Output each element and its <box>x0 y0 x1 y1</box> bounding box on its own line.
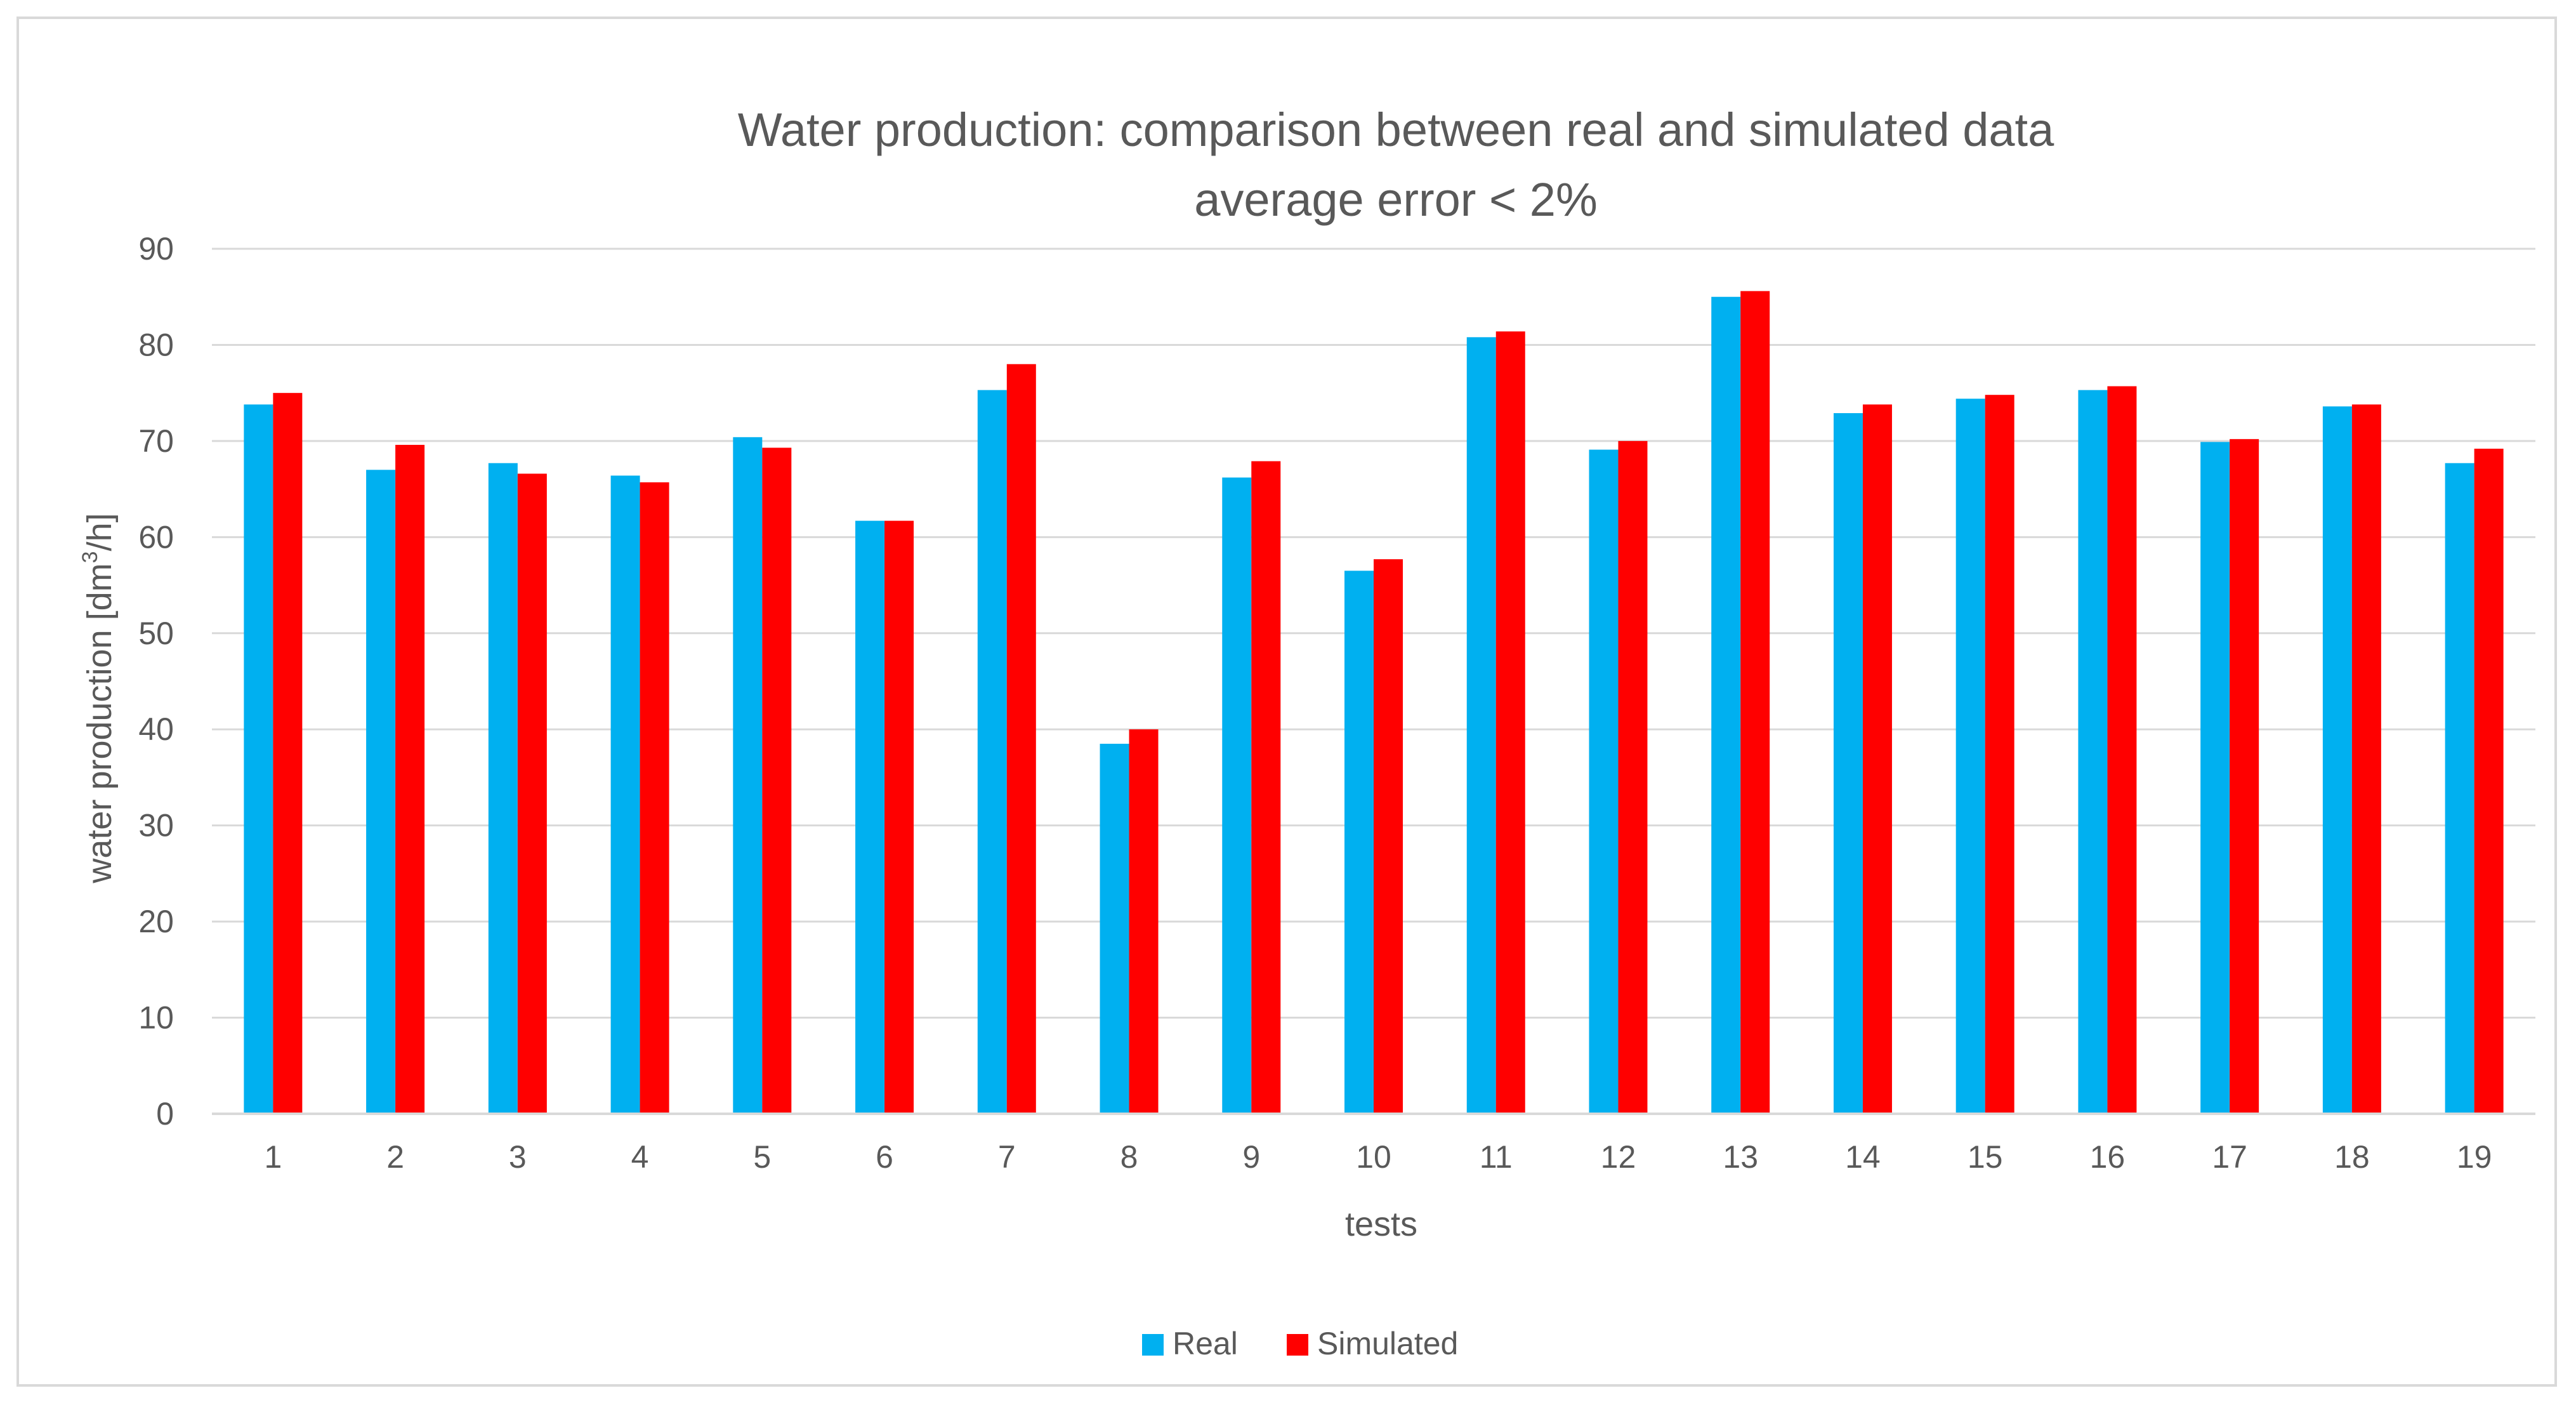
y-tick-label: 50 <box>138 616 174 651</box>
y-tick-label: 40 <box>138 711 174 747</box>
y-tick-label: 30 <box>138 808 174 843</box>
bar-simulated-test-4 <box>640 482 669 1114</box>
x-tick-label: 17 <box>2212 1139 2247 1175</box>
bar-simulated-test-9 <box>1251 461 1281 1114</box>
bar-simulated-test-18 <box>2351 404 2381 1114</box>
bar-simulated-test-3 <box>517 473 547 1114</box>
bar-simulated-test-11 <box>1495 331 1525 1114</box>
chart-subtitle: average error < 2% <box>1194 173 1598 226</box>
x-tick-label: 9 <box>1242 1139 1260 1175</box>
x-axis-title: tests <box>1345 1205 1417 1243</box>
bar-real-test-16 <box>2078 390 2108 1114</box>
bar-simulated-test-6 <box>884 520 914 1114</box>
bar-real-test-18 <box>2322 406 2352 1114</box>
y-tick-label: 90 <box>138 231 174 267</box>
bar-real-test-3 <box>488 463 518 1114</box>
legend-label-simulated: Simulated <box>1317 1326 1458 1361</box>
bar-real-test-11 <box>1466 337 1496 1114</box>
y-axis-title-suffix: /h] <box>81 513 119 551</box>
bar-simulated-test-1 <box>273 393 303 1114</box>
y-tick-label: 80 <box>138 327 174 362</box>
x-tick-label: 6 <box>876 1139 893 1175</box>
bar-simulated-test-2 <box>395 444 425 1114</box>
x-tick-label: 8 <box>1120 1139 1138 1175</box>
x-tick-label: 2 <box>386 1139 404 1175</box>
y-axis-title-main: water production [dm <box>81 563 119 883</box>
bar-real-test-2 <box>366 470 396 1114</box>
x-tick-label: 18 <box>2334 1139 2370 1175</box>
x-tick-label: 12 <box>1601 1139 1636 1175</box>
bar-simulated-test-8 <box>1129 729 1159 1114</box>
y-axis-title-superscript: 3 <box>78 551 102 563</box>
legend-label-real: Real <box>1173 1326 1238 1361</box>
chart-frame: 0 10 20 30 40 50 60 70 80 90 1 2 3 4 5 6 7 8 9 10 11 12 13 14 15… <box>16 17 2557 1387</box>
legend: Real Simulated <box>1142 1326 1458 1361</box>
bar-simulated-test-16 <box>2107 386 2137 1114</box>
x-tick-label: 7 <box>998 1139 1016 1175</box>
x-tick-label: 1 <box>264 1139 282 1175</box>
y-tick-label: 20 <box>138 904 174 939</box>
bar-simulated-test-12 <box>1618 440 1648 1114</box>
legend-swatch-simulated <box>1287 1334 1308 1356</box>
bar-simulated-test-7 <box>1006 364 1036 1114</box>
legend-swatch-real <box>1142 1334 1164 1356</box>
bar-real-test-9 <box>1222 477 1252 1114</box>
x-tick-label: 4 <box>631 1139 649 1175</box>
x-tick-label: 13 <box>1723 1139 1758 1175</box>
bar-real-test-1 <box>244 404 273 1114</box>
x-tick-label: 5 <box>753 1139 771 1175</box>
bar-simulated-test-15 <box>1985 395 2014 1114</box>
y-axis-title: water production [dm3/h] <box>78 513 119 883</box>
bar-simulated-test-14 <box>1862 404 1892 1114</box>
x-tick-label: 19 <box>2457 1139 2492 1175</box>
bar-real-test-4 <box>610 475 640 1114</box>
bar-real-test-14 <box>1833 413 1863 1114</box>
y-tick-label: 0 <box>156 1096 174 1132</box>
x-tick-label: 11 <box>1480 1139 1513 1175</box>
x-tick-label: 16 <box>2090 1139 2126 1175</box>
bar-real-test-19 <box>2445 463 2474 1114</box>
bar-real-test-7 <box>977 390 1007 1114</box>
bar-simulated-test-19 <box>2474 449 2504 1114</box>
bar-simulated-test-10 <box>1374 559 1403 1114</box>
bar-real-test-10 <box>1344 571 1374 1114</box>
bar-real-test-5 <box>733 437 763 1114</box>
bar-real-test-6 <box>855 520 885 1114</box>
bar-simulated-test-13 <box>1740 291 1770 1114</box>
bar-real-test-15 <box>1955 399 1985 1114</box>
x-tick-label: 15 <box>1968 1139 2003 1175</box>
y-tick-label: 70 <box>138 423 174 459</box>
x-tick-label: 14 <box>1845 1139 1881 1175</box>
x-tick-label: 10 <box>1356 1139 1391 1175</box>
bar-real-test-17 <box>2200 442 2230 1114</box>
y-tick-label: 10 <box>138 1000 174 1036</box>
bars <box>244 291 2504 1114</box>
bar-simulated-test-5 <box>762 447 792 1114</box>
chart-title: Water production: comparison between rea… <box>738 103 2054 156</box>
y-tick-label: 60 <box>138 519 174 555</box>
bar-real-test-12 <box>1589 449 1619 1114</box>
bar-real-test-13 <box>1711 296 1741 1114</box>
bar-real-test-8 <box>1100 743 1129 1114</box>
x-tick-label: 3 <box>509 1139 527 1175</box>
bar-simulated-test-17 <box>2230 439 2259 1114</box>
